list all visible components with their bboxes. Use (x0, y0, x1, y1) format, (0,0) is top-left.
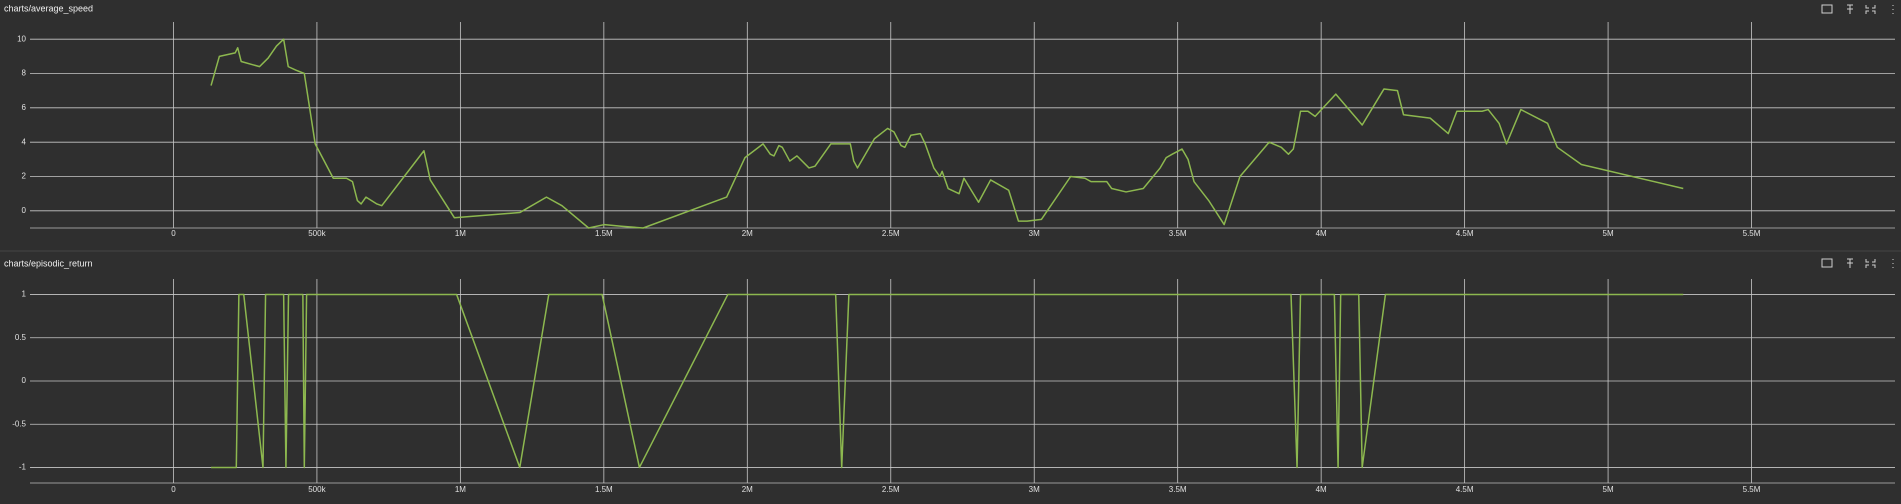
y-tick-label: 0 (22, 206, 27, 215)
x-tick-label: 5.5M (1743, 485, 1761, 494)
x-tick-label: 3.5M (1169, 229, 1187, 238)
x-tick-label: 2M (742, 485, 753, 494)
x-tick-label: 4.5M (1456, 485, 1474, 494)
x-tick-label: 1M (455, 229, 466, 238)
x-tick-label: 0 (171, 229, 176, 238)
x-tick-label: 2.5M (882, 229, 900, 238)
y-tick-label: 0.5 (15, 333, 27, 342)
x-tick-label: 5M (1603, 229, 1614, 238)
x-tick-label: 500k (308, 229, 326, 238)
x-tick-label: 3.5M (1169, 485, 1187, 494)
x-tick-label: 3M (1029, 229, 1040, 238)
y-tick-label: -0.5 (12, 419, 26, 428)
x-tick-label: 1.5M (595, 229, 613, 238)
icon-button[interactable] (1821, 4, 1833, 14)
y-tick-label: 1 (22, 290, 27, 299)
x-tick-label: 1.5M (595, 485, 613, 494)
x-tick-label: 4.5M (1456, 229, 1474, 238)
icon-button[interactable] (1847, 258, 1853, 268)
y-tick-label: 6 (22, 103, 27, 112)
y-tick-label: 4 (22, 137, 27, 146)
x-tick-label: 1M (455, 485, 466, 494)
icon-button[interactable] (1865, 259, 1876, 268)
y-tick-label: 8 (22, 69, 27, 78)
chart-title: charts/episodic_return (4, 258, 93, 268)
y-tick-label: 10 (17, 34, 26, 43)
x-tick-label: 0 (171, 485, 176, 494)
x-tick-label: 2.5M (882, 485, 900, 494)
panel-toolbar (1821, 4, 1894, 268)
icon-button[interactable] (1847, 4, 1853, 14)
x-tick-label: 4M (1316, 485, 1327, 494)
x-tick-label: 5M (1603, 485, 1614, 494)
data-line (210, 38, 1684, 229)
y-tick-label: 2 (22, 172, 27, 181)
data-line (211, 293, 1684, 469)
icon-button[interactable] (1821, 258, 1833, 268)
x-tick-label: 4M (1316, 229, 1327, 238)
x-tick-label: 2M (742, 229, 753, 238)
y-tick-label: 0 (22, 376, 27, 385)
x-tick-label: 5.5M (1743, 229, 1761, 238)
x-tick-label: 500k (308, 485, 326, 494)
y-tick-label: -1 (19, 463, 27, 472)
chart-title: charts/average_speed (4, 3, 93, 13)
icon-button[interactable] (1865, 5, 1876, 14)
x-tick-label: 3M (1029, 485, 1040, 494)
